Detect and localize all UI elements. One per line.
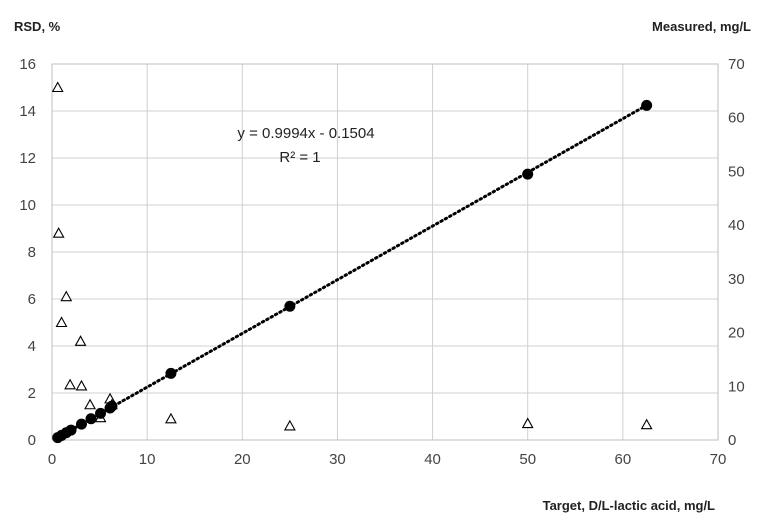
x-axis-title: Target, D/L-lactic acid, mg/L	[543, 498, 715, 513]
y-right-tick-label: 50	[728, 163, 745, 180]
x-tick-label: 40	[424, 451, 441, 468]
rsd-point	[283, 419, 296, 431]
rsd-point	[521, 417, 534, 429]
measured-series	[52, 99, 653, 444]
y-left-axis-ticks: 0 2 4 6 8 10 12 14 16	[19, 56, 36, 449]
rsd-point	[74, 335, 87, 346]
x-tick-label: 60	[615, 451, 632, 468]
y-left-tick-label: 12	[19, 150, 36, 167]
y-right-tick-label: 0	[728, 432, 736, 449]
y-left-tick-label: 6	[28, 291, 36, 308]
trendline	[56, 103, 649, 440]
measured-point	[522, 168, 534, 180]
measured-point	[106, 400, 118, 412]
measured-point	[95, 407, 107, 419]
measured-point	[641, 99, 653, 111]
rsd-point	[84, 398, 96, 410]
y-right-tick-label: 40	[728, 217, 745, 234]
rsd-point	[640, 418, 653, 430]
measured-point	[284, 300, 296, 312]
measured-point	[75, 418, 87, 430]
rsd-point	[55, 316, 68, 328]
rsd-point	[164, 412, 177, 424]
y-left-tick-label: 8	[28, 244, 36, 261]
rsd-point	[60, 290, 73, 302]
x-tick-label: 50	[519, 451, 536, 468]
y-left-tick-label: 10	[19, 197, 36, 214]
measured-point	[165, 367, 177, 379]
y-right-axis-ticks: 0 10 20 30 40 50 60 70	[728, 56, 745, 449]
y-right-axis-title: Measured, mg/L	[652, 19, 751, 34]
y-right-tick-label: 70	[728, 56, 745, 73]
x-tick-label: 70	[710, 451, 727, 468]
rsd-point	[52, 227, 65, 238]
rsd-point	[51, 81, 64, 93]
measured-point	[65, 424, 77, 436]
x-tick-label: 20	[234, 451, 251, 468]
y-left-tick-label: 4	[28, 338, 36, 355]
x-axis-ticks: 0 10 20 30 40 50 60 70	[48, 451, 727, 468]
plot-frame	[51, 63, 719, 441]
y-left-axis-title: RSD, %	[14, 19, 61, 34]
y-right-tick-label: 60	[728, 110, 745, 127]
x-tick-label: 10	[139, 451, 156, 468]
measured-point	[85, 413, 97, 425]
y-right-tick-label: 30	[728, 271, 745, 288]
trendline-r2: R² = 1	[279, 149, 320, 166]
y-left-tick-label: 14	[19, 103, 36, 120]
y-right-tick-label: 20	[728, 325, 745, 342]
y-right-tick-label: 10	[728, 378, 745, 395]
rsd-point	[64, 378, 77, 390]
x-tick-label: 30	[329, 451, 346, 468]
y-left-tick-label: 0	[28, 432, 36, 449]
y-left-tick-label: 16	[19, 56, 36, 73]
y-left-tick-label: 2	[28, 385, 36, 402]
x-tick-label: 0	[48, 451, 56, 468]
rsd-point	[75, 379, 88, 391]
trendline-equation: y = 0.9994x - 0.1504	[237, 125, 374, 142]
